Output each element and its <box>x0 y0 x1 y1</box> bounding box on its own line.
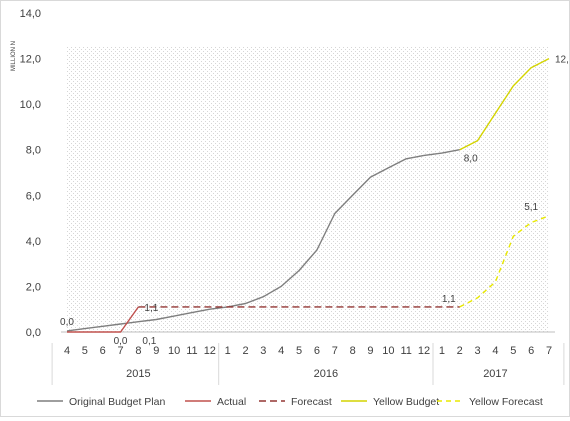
legend-item-label: Yellow Forecast <box>469 396 543 408</box>
x-tick-label: 9 <box>367 345 373 357</box>
x-tick-label: 10 <box>382 345 394 357</box>
x-tick-label: 1 <box>225 345 231 357</box>
data-label: 1,1 <box>442 294 456 305</box>
data-label: 0,1 <box>142 336 156 347</box>
legend-item-label: Forecast <box>291 396 332 408</box>
data-label: 8,0 <box>464 154 478 165</box>
year-group-label: 2017 <box>483 368 507 380</box>
y-tick-label: 8,0 <box>26 145 41 157</box>
y-tick-label: 12,0 <box>20 54 41 66</box>
y-tick-label: 0,0 <box>26 327 41 339</box>
x-tick-label: 7 <box>546 345 552 357</box>
series-line-yellow-forecast <box>459 215 550 308</box>
x-tick-label: 1 <box>439 345 445 357</box>
x-tick-label: 9 <box>153 345 159 357</box>
plot-area <box>67 47 549 332</box>
x-tick-label: 7 <box>117 345 123 357</box>
x-tick-label: 5 <box>82 345 88 357</box>
x-tick-label: 6 <box>100 345 106 357</box>
series-line-original-budget-plan <box>66 149 460 332</box>
y-axis-unit-label: MILLION N <box>11 41 17 71</box>
x-tick-label: 2 <box>457 345 463 357</box>
x-tick-label: 4 <box>278 345 284 357</box>
data-label: 1,1 <box>144 303 158 314</box>
x-tick-label: 2 <box>242 345 248 357</box>
x-tick-label: 3 <box>260 345 266 357</box>
x-tick-label: 3 <box>475 345 481 357</box>
legend-item-label: Actual <box>217 396 246 408</box>
series-line-actual <box>67 306 139 333</box>
legend-item-label: Yellow Budget <box>373 396 439 408</box>
x-tick-label: 6 <box>314 345 320 357</box>
x-tick-label: 8 <box>350 345 356 357</box>
year-group-label: 2015 <box>126 368 150 380</box>
x-tick-label: 11 <box>186 345 197 357</box>
x-tick-label: 6 <box>528 345 534 357</box>
year-group-label: 2016 <box>314 368 338 380</box>
x-tick-label: 5 <box>510 345 516 357</box>
series-line-yellow-budget <box>459 57 550 151</box>
data-label: 12,0 <box>555 55 569 66</box>
x-tick-label: 8 <box>135 345 141 357</box>
x-tick-label: 5 <box>296 345 302 357</box>
legend-item-label: Original Budget Plan <box>69 396 165 408</box>
y-tick-label: 2,0 <box>26 281 41 293</box>
y-tick-label: 10,0 <box>20 99 41 111</box>
data-label: 5,1 <box>524 202 538 213</box>
x-tick-label: 12 <box>204 345 216 357</box>
x-tick-label: 12 <box>418 345 430 357</box>
y-tick-label: 6,0 <box>26 190 41 202</box>
x-tick-label: 4 <box>64 345 70 357</box>
x-tick-label: 10 <box>168 345 180 357</box>
x-tick-label: 11 <box>400 345 411 357</box>
data-label: 0,0 <box>114 336 128 347</box>
y-tick-label: 4,0 <box>26 236 41 248</box>
x-tick-label: 7 <box>332 345 338 357</box>
data-label: 0,0 <box>60 317 74 328</box>
x-tick-label: 4 <box>492 345 498 357</box>
y-tick-label: 14,0 <box>20 8 41 20</box>
